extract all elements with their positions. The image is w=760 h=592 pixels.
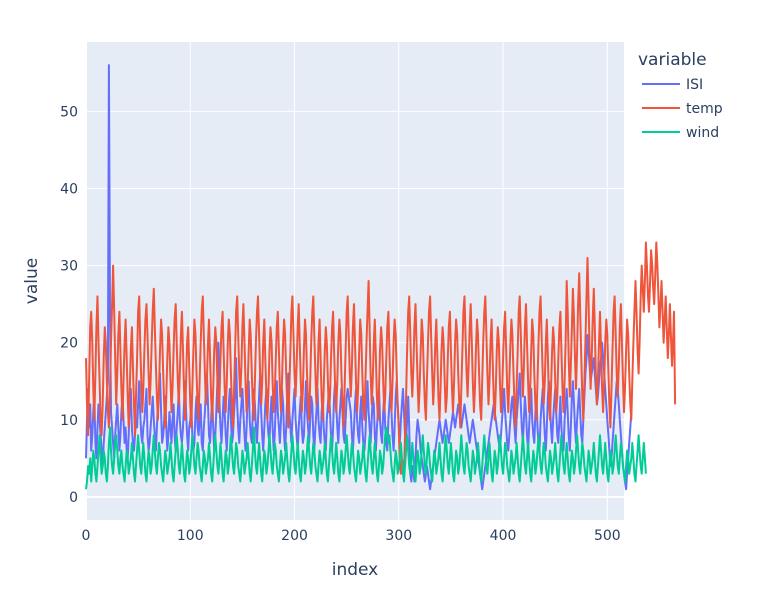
series-line-isi [85, 64, 633, 491]
y-tick-30: 30 [60, 259, 78, 275]
legend-item-temp[interactable]: temp [642, 101, 723, 117]
x-tick-labels: 0 100 200 300 400 500 [82, 528, 621, 544]
series-lines [85, 64, 677, 491]
y-tick-0: 0 [69, 490, 78, 506]
y-tick-20: 20 [60, 336, 78, 352]
legend-label-temp: temp [686, 101, 723, 117]
y-tick-labels: 0 10 20 30 40 50 [60, 104, 78, 505]
legend-title: variable [638, 50, 707, 70]
y-tick-50: 50 [60, 104, 78, 120]
x-tick-0: 0 [82, 528, 91, 544]
gridlines [85, 42, 624, 520]
legend-item-wind[interactable]: wind [642, 125, 719, 141]
legend-items[interactable]: ISI temp wind [642, 77, 723, 141]
x-tick-300: 300 [385, 528, 412, 544]
x-axis-label: index [332, 560, 379, 580]
x-tick-500: 500 [594, 528, 621, 544]
legend-item-isi[interactable]: ISI [642, 77, 703, 93]
series-line-temp [85, 241, 677, 475]
y-tick-40: 40 [60, 181, 78, 197]
legend-label-isi: ISI [686, 77, 703, 93]
x-tick-100: 100 [177, 528, 204, 544]
x-tick-400: 400 [490, 528, 517, 544]
legend[interactable]: variable ISI temp wind [638, 50, 723, 141]
legend-label-wind: wind [686, 125, 719, 141]
x-tick-200: 200 [281, 528, 308, 544]
y-axis-label: value [22, 258, 42, 304]
y-tick-10: 10 [60, 413, 78, 429]
series-line-wind [85, 426, 647, 490]
